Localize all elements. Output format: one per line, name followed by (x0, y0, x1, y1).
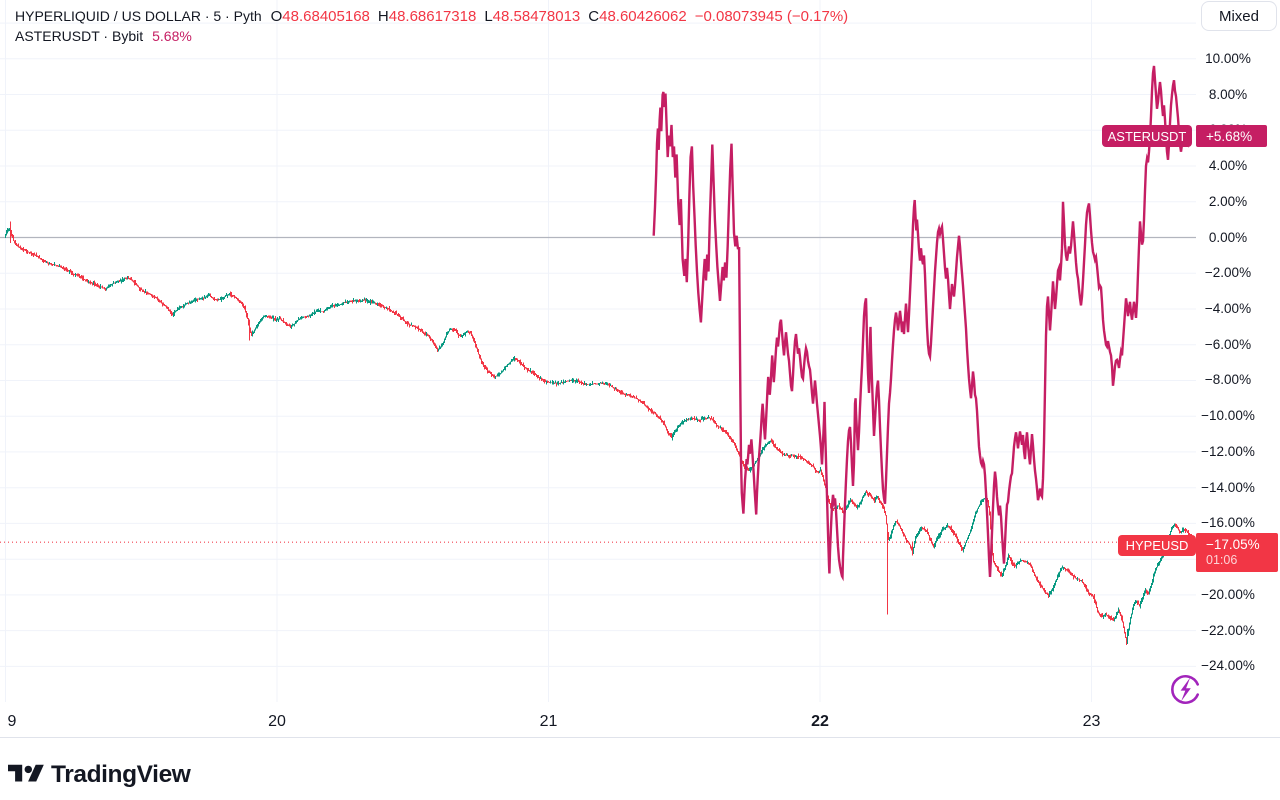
price-axis-label: 2.00% (1208, 193, 1248, 209)
main-symbol-title[interactable]: HYPERLIQUID / US DOLLAR · 5 · Pyth (15, 8, 262, 24)
time-axis-label: 21 (539, 713, 558, 730)
price-axis-label: −12.00% (1201, 443, 1255, 459)
price-axis-label: −22.00% (1201, 622, 1255, 638)
legend-compare-series[interactable]: ASTERUSDT · Bybit 5.68% (15, 28, 192, 46)
ohlc-value: 48.60426062 (599, 8, 687, 25)
logo-mark-seven (28, 764, 44, 782)
ohlc-key: H (377, 8, 389, 25)
ohlc-values: O48.68405168 H48.68617318 L48.58478013 C48.… (271, 8, 849, 25)
aster-series-label: ASTERUSDT (1102, 125, 1192, 147)
hype-price-value: −17.05% (1206, 537, 1260, 552)
tradingview-logo[interactable]: TradingView (8, 760, 208, 792)
time-axis-label: 22 (811, 713, 829, 730)
hype-price-badge: −17.05% 01:06 (1196, 533, 1278, 572)
bar-countdown: 01:06 (1206, 553, 1238, 567)
timescale-bottom-border (0, 737, 1280, 738)
mixed-scale-button[interactable]: Mixed (1201, 1, 1277, 31)
price-axis-label: −16.00% (1201, 515, 1255, 531)
logo-wordmark: TradingView (51, 761, 192, 788)
price-axis-label: −24.00% (1201, 658, 1255, 674)
price-axis-label: −8.00% (1204, 372, 1252, 388)
price-axis-label: −2.00% (1204, 265, 1252, 281)
time-axis-label: 9 (7, 713, 17, 730)
logo-mark-one (8, 764, 23, 782)
hype-series-label: HYPEUSD (1118, 535, 1196, 556)
ohlc-key: C (588, 8, 600, 25)
price-axis-label: 0.00% (1208, 229, 1248, 245)
price-axis-label: 8.00% (1208, 86, 1248, 102)
price-axis-label: −10.00% (1201, 408, 1255, 424)
price-axis-label: −4.00% (1204, 300, 1252, 316)
change-values: −0.08073945 (−0.17%) (694, 8, 849, 25)
logo-mark-dot (24, 765, 32, 774)
hype-candles-up (5, 227, 1184, 644)
time-axis-label: 20 (268, 713, 286, 730)
aster-price-badge: +5.68% (1196, 125, 1267, 147)
price-axis-label: −20.00% (1201, 586, 1255, 602)
flash-icon[interactable] (1170, 674, 1202, 706)
ohlc-key: O (270, 8, 283, 25)
price-axis-label: −14.00% (1201, 479, 1255, 495)
ohlc-value: 48.68405168 (282, 8, 370, 25)
ohlc-value: 48.68617318 (388, 8, 477, 25)
legend-main-series[interactable]: HYPERLIQUID / US DOLLAR · 5 · Pyth O48.68… (15, 8, 848, 26)
aster-line-series (652, 65, 1192, 582)
compare-symbol-title[interactable]: ASTERUSDT · Bybit (15, 28, 144, 44)
time-axis-label: 23 (1082, 713, 1101, 730)
price-axis-label: 4.00% (1208, 158, 1248, 174)
price-axis-label: 10.00% (1205, 50, 1251, 66)
grid-lines (0, 0, 1196, 702)
price-axis-label: −6.00% (1204, 336, 1252, 352)
ohlc-key: L (484, 8, 493, 25)
compare-change-value: 5.68% (152, 28, 192, 44)
ohlc-value: 48.58478013 (492, 8, 581, 25)
